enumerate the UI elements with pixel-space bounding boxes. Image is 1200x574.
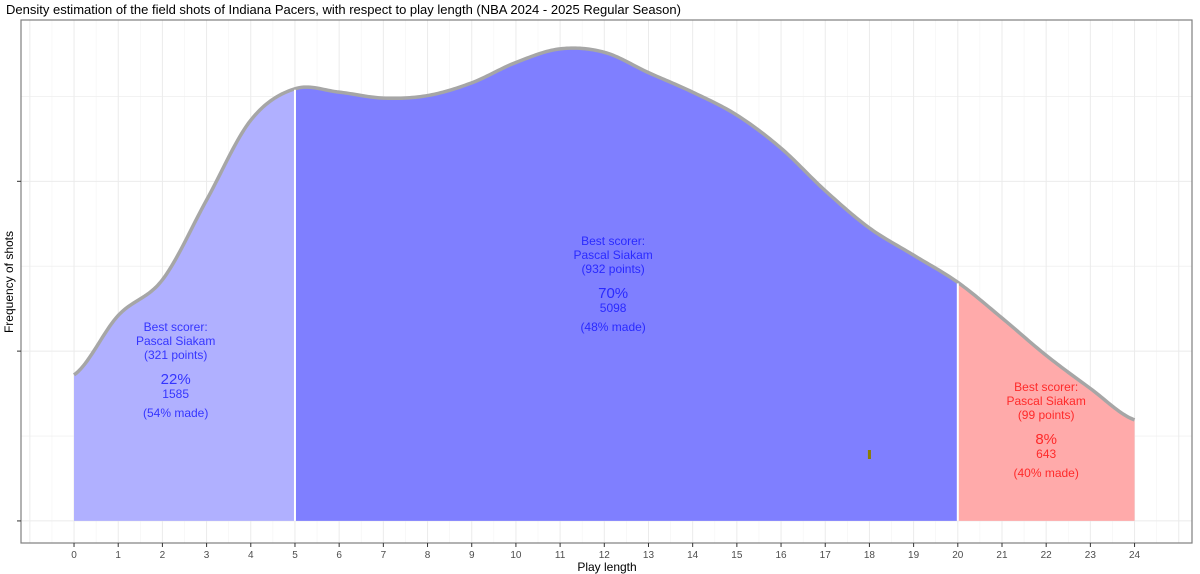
- annotation-best-label: Best scorer:: [1014, 380, 1078, 394]
- density-outline: [72, 46, 1136, 422]
- annotation-made: (40% made): [1013, 466, 1078, 480]
- x-tick-label: 1: [115, 550, 121, 561]
- x-tick-label: 5: [292, 550, 298, 561]
- x-tick-label: 6: [336, 550, 342, 561]
- density-segment-2: [957, 282, 1135, 521]
- annotation-shots: 643: [1036, 447, 1056, 461]
- marker-tick: [867, 450, 871, 459]
- annotations: Best scorer:Pascal Siakam(321 points)22%…: [136, 234, 1086, 480]
- x-tick-label: 16: [775, 550, 787, 561]
- x-tick-label: 24: [1129, 550, 1141, 561]
- annotation-best-label: Best scorer:: [581, 234, 645, 248]
- x-tick-label: 9: [469, 550, 475, 561]
- annotation-made: (48% made): [580, 320, 645, 334]
- x-tick-label: 10: [510, 550, 522, 561]
- annotation-best-label: Best scorer:: [144, 320, 208, 334]
- x-tick-label: 20: [952, 550, 964, 561]
- y-axis-label: Frequency of shots: [2, 231, 16, 333]
- annotation-points: (932 points): [581, 262, 644, 276]
- annotation-shots: 1585: [162, 387, 189, 401]
- x-tick-label: 3: [204, 550, 210, 561]
- x-tick-label: 14: [687, 550, 699, 561]
- annotation-shots: 5098: [600, 301, 627, 315]
- x-tick-label: 23: [1085, 550, 1097, 561]
- x-tick-label: 7: [381, 550, 387, 561]
- x-tick-label: 22: [1041, 550, 1053, 561]
- density-areas: [72, 46, 1136, 521]
- annotation-share: 70%: [598, 285, 628, 302]
- density-segment-0: [74, 88, 295, 521]
- x-tick-label: 13: [643, 550, 655, 561]
- x-tick-label: 18: [864, 550, 876, 561]
- x-tick-label: 17: [820, 550, 832, 561]
- density-segment-1: [294, 48, 958, 521]
- x-tick-label: 4: [248, 550, 254, 561]
- annotation-points: (99 points): [1018, 408, 1075, 422]
- x-tick-label: 19: [908, 550, 920, 561]
- annotation-points: (321 points): [144, 348, 207, 362]
- x-tick-label: 0: [71, 550, 77, 561]
- annotation-player: Pascal Siakam: [1006, 394, 1085, 408]
- x-tick-label: 12: [599, 550, 611, 561]
- x-tick-label: 15: [731, 550, 743, 561]
- annotation-player: Pascal Siakam: [573, 248, 652, 262]
- x-axis-label: Play length: [577, 560, 636, 574]
- x-tick-label: 2: [160, 550, 166, 561]
- chart-title: Density estimation of the field shots of…: [6, 2, 681, 17]
- panel-border: [20, 19, 1193, 544]
- annotation-player: Pascal Siakam: [136, 334, 215, 348]
- x-tick-label: 11: [555, 550, 566, 561]
- x-tick-label: 21: [996, 550, 1008, 561]
- annotation-made: (54% made): [143, 406, 208, 420]
- annotation-share: 22%: [161, 371, 191, 388]
- axes: 0 1 2 3 4 5 6 7 8 9 10 11 12 13 14 15 16 17 18 19 20 21 22 23 24: [17, 19, 1193, 561]
- annotation-share: 8%: [1035, 431, 1057, 448]
- x-tick-label: 8: [425, 550, 431, 561]
